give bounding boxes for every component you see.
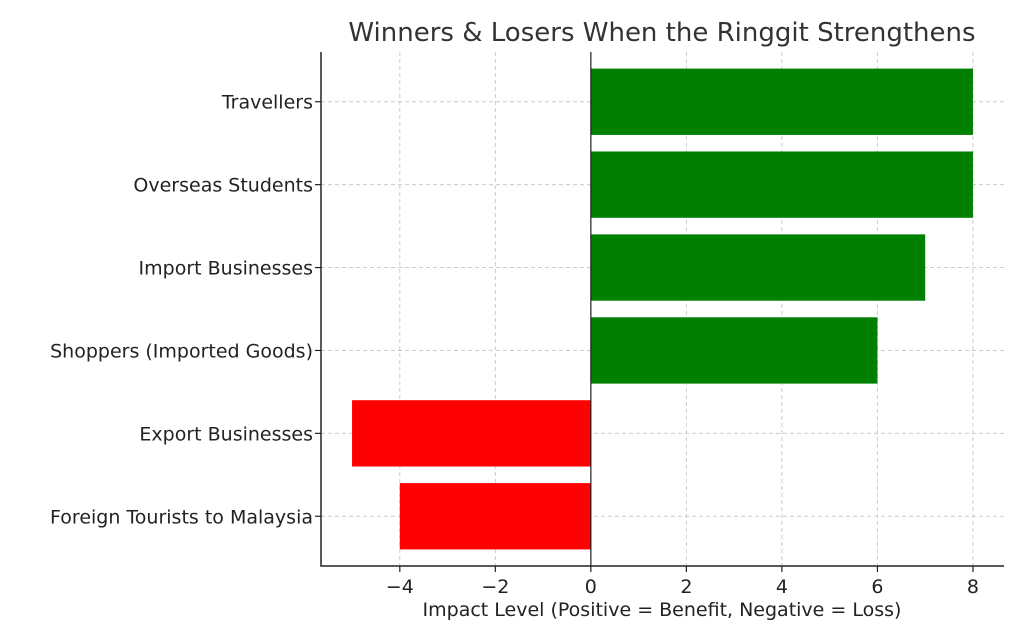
x-tick-label: −2 [481, 576, 509, 598]
x-tick-label: 6 [871, 576, 883, 598]
category-label: Travellers [221, 92, 313, 114]
chart-title: Winners & Losers When the Ringgit Streng… [348, 18, 975, 48]
x-tick-label: 0 [585, 576, 597, 598]
axis-spines [320, 52, 1004, 567]
x-tick-label: 2 [680, 576, 692, 598]
x-axis-label: Impact Level (Positive = Benefit, Negati… [423, 599, 902, 621]
bar [590, 68, 973, 135]
bar [590, 317, 878, 384]
category-label: Shoppers (Imported Goods) [50, 340, 313, 362]
category-label: Foreign Tourists to Malaysia [50, 506, 313, 528]
category-label: Overseas Students [133, 175, 313, 197]
x-tick-label: 4 [776, 576, 788, 598]
bar [399, 483, 591, 550]
bar [352, 400, 591, 467]
y-axis-categories: Travellers Overseas Students Import Busine… [50, 92, 321, 528]
category-label: Export Businesses [139, 423, 313, 445]
bar [590, 234, 926, 301]
x-axis-ticks: −4 −2 0 2 4 6 8 [386, 566, 979, 598]
x-tick-label: 8 [967, 576, 979, 598]
x-tick-label: −4 [386, 576, 414, 598]
bar [590, 151, 973, 218]
bars [352, 68, 973, 550]
category-label: Import Businesses [139, 258, 313, 280]
